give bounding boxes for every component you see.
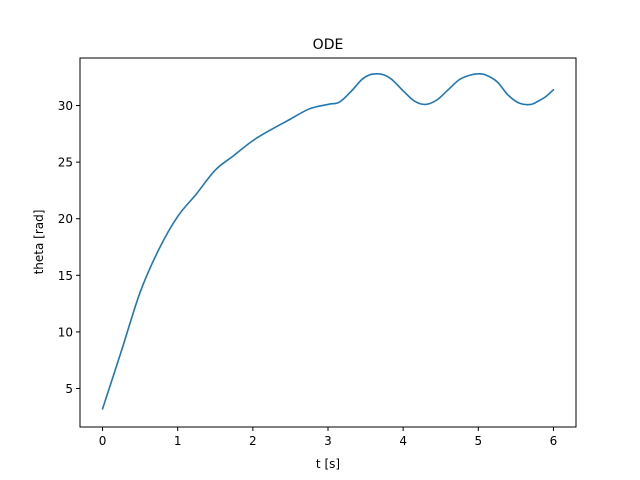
plot-area (101, 73, 555, 410)
x-axis: 0 1 2 3 4 5 6 (99, 427, 558, 448)
y-tick-label: 25 (58, 156, 73, 170)
y-tick-label: 30 (58, 99, 73, 113)
y-tick-label: 15 (58, 269, 73, 283)
y-tick-label: 5 (65, 382, 73, 396)
x-tick-label: 2 (249, 434, 257, 448)
x-tick-label: 4 (399, 434, 407, 448)
x-tick-label: 6 (550, 434, 558, 448)
x-tick-label: 0 (99, 434, 107, 448)
x-tick-label: 5 (474, 434, 482, 448)
y-axis-label: theta [rad] (32, 210, 46, 275)
chart-title: ODE (313, 37, 344, 53)
y-tick-label: 10 (58, 325, 73, 339)
x-tick-label: 1 (174, 434, 182, 448)
x-tick-label: 3 (324, 434, 332, 448)
series-line-0 (101, 73, 555, 410)
y-tick-label: 20 (58, 212, 73, 226)
x-axis-label: t [s] (316, 457, 340, 471)
y-axis: 5 10 15 20 25 30 (58, 99, 80, 396)
